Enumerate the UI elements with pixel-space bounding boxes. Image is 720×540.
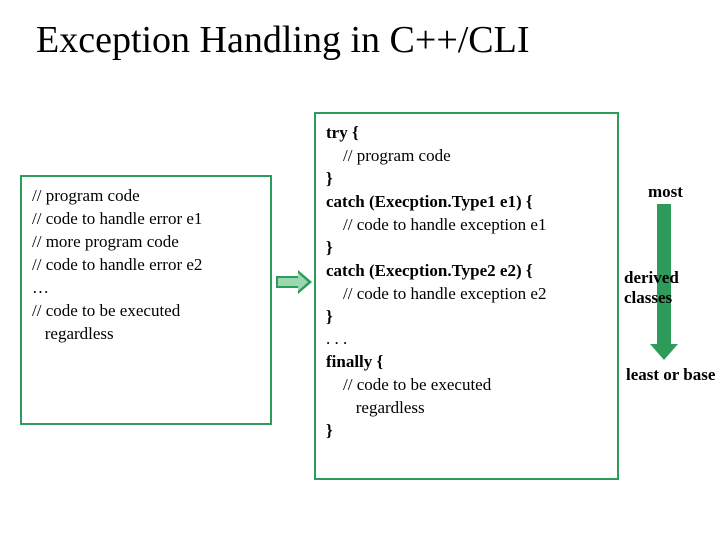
code-line: }	[326, 420, 607, 443]
code-line: catch (Execption.Type2 e2) {	[326, 260, 607, 283]
code-line: try {	[326, 122, 607, 145]
code-line: // code to be executed	[326, 374, 607, 397]
slide-title: Exception Handling in C++/CLI	[36, 18, 530, 62]
code-line: regardless	[326, 397, 607, 420]
code-line: . . .	[326, 328, 607, 351]
label-most: most	[648, 182, 683, 202]
cpp-cli-code-box: try { // program code}catch (Execption.T…	[314, 112, 619, 480]
arrow-shaft	[276, 276, 298, 288]
label-least: least or base	[626, 365, 715, 385]
code-line: finally {	[326, 351, 607, 374]
code-line: }	[326, 237, 607, 260]
code-line: // code to handle exception e1	[326, 214, 607, 237]
code-line: catch (Execption.Type1 e1) {	[326, 191, 607, 214]
code-line: }	[326, 168, 607, 191]
label-derived: derived classes	[624, 268, 720, 308]
code-line: }	[326, 306, 607, 329]
arrow-head-fill	[298, 273, 308, 291]
pseudo-code-box: // program code // code to handle error …	[20, 175, 272, 425]
code-line: // program code	[326, 145, 607, 168]
arrow-head-fill	[654, 344, 674, 356]
code-line: // code to handle exception e2	[326, 283, 607, 306]
